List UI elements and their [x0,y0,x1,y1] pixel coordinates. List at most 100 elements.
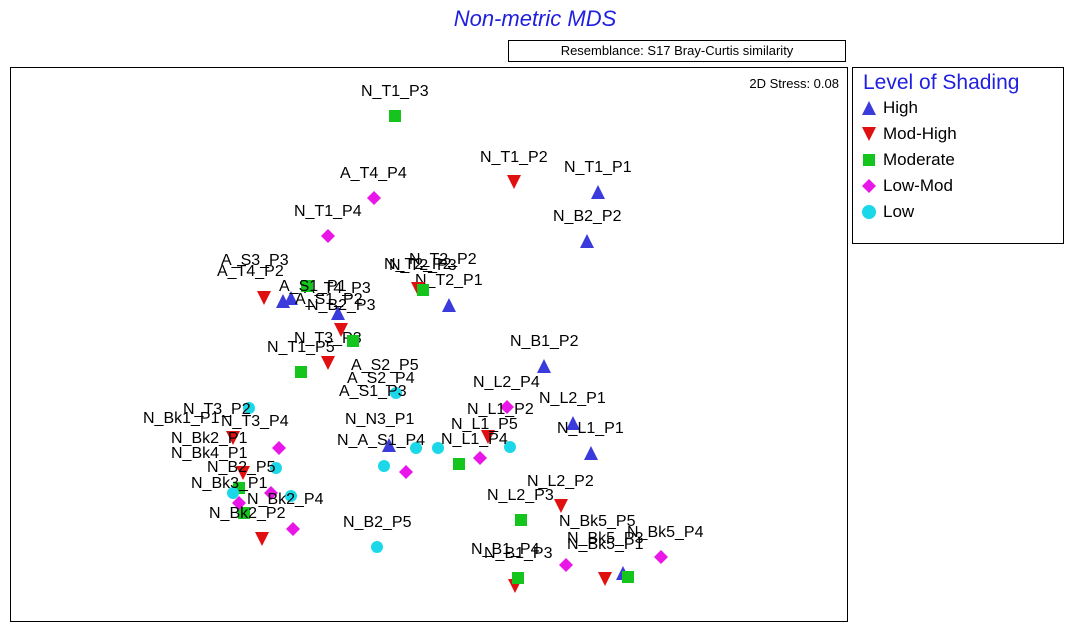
point-label: A_S1_P2 [295,291,363,308]
point-label: N_T2_P1 [415,272,483,289]
data-point-mod-high [226,431,240,445]
data-point-high [331,306,345,320]
data-point-low-mod [399,465,413,479]
point-label: N_B2_P5 [207,459,276,476]
legend-item-moderate: Moderate [853,147,1063,173]
data-point-moderate [301,280,313,292]
data-point-low [243,402,255,414]
point-label: N_Bk5_P3 [567,530,644,547]
data-point-moderate [238,507,250,519]
legend: Level of Shading High Mod-High Moderate … [852,67,1064,244]
data-point-high [284,291,298,305]
data-point-high [442,298,456,312]
data-point-moderate [347,335,359,347]
data-point-mod-high [598,572,612,586]
point-label: A_S3_P3 [221,252,289,269]
legend-label: Mod-High [883,124,957,143]
point-label: N_T3_P2 [183,401,251,418]
legend-item-mod-high: Mod-High [853,121,1063,147]
point-label: N_A_S1_P4 [337,432,425,449]
point-label: N_T1_P4 [294,203,362,220]
legend-label: High [883,98,918,117]
point-label: N_B1_P4 [471,541,540,558]
data-point-low-mod [286,522,300,536]
point-label: N_L2_P1 [539,390,606,407]
data-point-high [580,234,594,248]
point-label: N_Bk2_P4 [247,491,324,508]
legend-item-low: Low [853,199,1063,225]
point-label: N_T1_P1 [564,159,632,176]
triangle-up-icon [862,101,876,115]
data-point-low [227,487,239,499]
data-point-low [432,442,444,454]
point-label: N_N3_P1 [345,411,414,428]
point-label: N_L2_P3 [487,487,554,504]
data-point-mod-high [255,532,269,546]
stress-label: 2D Stress: 0.08 [749,76,839,91]
point-label: N_T1_P3 [361,83,429,100]
point-label: N_B1_P3 [484,545,553,562]
point-label: A_T4_P3 [304,280,371,297]
data-point-mod-high [334,323,348,337]
point-label: N_B2_P2 [553,208,622,225]
data-point-mod-high [507,175,521,189]
data-point-low-mod [264,486,278,500]
point-label: N_L1_P1 [557,420,624,437]
point-label: N_T1_P2 [480,149,548,166]
data-point-moderate [515,514,527,526]
point-label: N_L2_P4 [473,374,540,391]
data-point-low-mod [272,441,286,455]
data-point-low [371,541,383,553]
point-label: N_T3_P4 [221,413,289,430]
triangle-down-icon [862,127,876,141]
data-point-low [390,387,402,399]
legend-label: Moderate [883,150,955,169]
data-point-moderate [417,284,429,296]
point-label: N_T2_P2 [409,251,477,268]
data-point-low-mod [559,558,573,572]
point-label: N_Bk2_P1 [171,430,248,447]
data-point-low-mod [473,451,487,465]
data-point-moderate [295,366,307,378]
circle-icon [862,205,876,219]
plot-area: N_T1_P1 N_B2_P2 N_T2_P1 A_T4_P3 N_B1_P2 N_L2_… [10,67,848,622]
point-label: N_L1_P5 [451,416,518,433]
resemblance-label: Resemblance: S17 Bray-Curtis similarity [508,40,846,62]
point-label: A_T4_P4 [340,165,407,182]
data-point-low-mod [232,496,246,510]
point-label: N_L2_P2 [527,473,594,490]
point-label: N_Bk1_P1 [143,410,220,427]
point-label: N_T2_P3 [389,257,457,274]
data-point-low [285,490,297,502]
point-label: N_Bk4_P1 [171,445,248,462]
data-point-mod-high [481,430,495,444]
legend-label: Low [883,202,915,221]
point-label: A_S1_P1 [279,278,347,295]
legend-item-high: High [853,95,1063,121]
square-icon [863,154,875,166]
point-label: N_B1_P2 [510,333,579,350]
data-point-low-mod [500,400,514,414]
data-point-mod-high [321,356,335,370]
data-point-low [504,441,516,453]
point-label: N_T1_P5 [267,339,335,356]
point-label: A_S2_P4 [347,370,415,387]
data-point-low-mod [654,550,668,564]
data-point-low [410,442,422,454]
point-label: A_S1_P3 [339,383,407,400]
data-point-mod-high [257,291,271,305]
point-label: N_Bk5_P1 [567,536,644,553]
data-point-high [537,359,551,373]
point-label: N_B2_P3 [307,297,376,314]
data-point-moderate [453,458,465,470]
point-label: N_T2_P2 [384,256,452,273]
legend-label: Low-Mod [883,176,953,195]
data-point-low-mod [367,191,381,205]
point-label: N_L1_P4 [441,431,508,448]
scatter-plot: N_T1_P1 N_B2_P2 N_T2_P1 A_T4_P3 N_B1_P2 N_L2_… [143,83,704,593]
data-point-high [382,438,396,452]
point-label: N_Bk3_P1 [191,475,268,492]
data-point-high [584,446,598,460]
point-label: A_S2_P5 [351,357,419,374]
point-label: N_Bk2_P2 [209,505,286,522]
